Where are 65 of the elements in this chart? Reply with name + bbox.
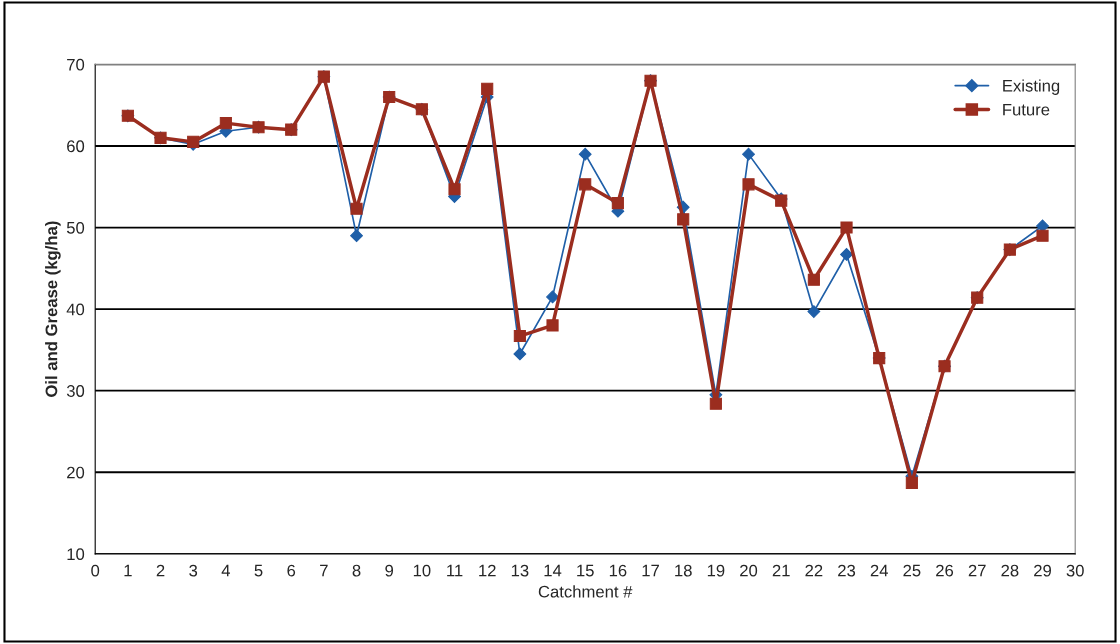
y-tick-label: 30: [66, 385, 85, 397]
y-tick-label: 10: [67, 548, 85, 561]
point: [709, 397, 722, 410]
point: [611, 197, 624, 210]
x-tick-label: 4: [221, 564, 231, 577]
x-tick-label: 1: [124, 564, 132, 577]
point: [807, 273, 820, 286]
x-tick-label: 25: [903, 564, 921, 577]
point: [840, 221, 853, 234]
y-tick-label: 60: [67, 140, 85, 153]
y-tick-label: 70: [67, 58, 85, 71]
legend-label: Existing: [1003, 79, 1060, 95]
point: [513, 347, 527, 361]
x-tick-label: 7: [320, 564, 328, 577]
x-tick-label: 0: [91, 564, 100, 577]
x-tick-label: 26: [936, 564, 954, 577]
x-tick-label: 29: [1034, 564, 1052, 577]
point: [807, 305, 821, 318]
point: [350, 229, 363, 243]
point: [579, 178, 592, 191]
point: [742, 178, 755, 191]
x-tick-label: 14: [544, 564, 562, 577]
point: [1036, 229, 1049, 242]
x-tick-label: 30: [1066, 564, 1084, 577]
point: [1036, 219, 1049, 233]
x-tick-label: 17: [642, 564, 659, 577]
x-tick-label: 21: [772, 564, 790, 577]
point: [905, 476, 918, 489]
point: [448, 183, 461, 196]
x-tick-label: 22: [805, 564, 823, 577]
x-tick-label: 11: [447, 564, 463, 577]
x-tick-label: 12: [479, 564, 496, 577]
x-tick-label: 24: [870, 564, 888, 577]
point: [219, 117, 232, 130]
x-tick-label: 23: [838, 564, 856, 577]
x-axis-title: Catchment #: [538, 585, 633, 598]
point: [513, 329, 526, 343]
y-tick-label: 20: [67, 466, 85, 479]
x-tick-label: 2: [156, 564, 165, 577]
x-tick-label: 10: [413, 564, 431, 577]
point: [578, 147, 592, 161]
point: [742, 147, 755, 161]
x-tick-label: 15: [577, 564, 594, 577]
x-tick-label: 20: [740, 564, 758, 577]
point: [481, 82, 494, 95]
point: [840, 248, 853, 261]
point: [546, 319, 559, 332]
legend-label: Future: [1003, 103, 1050, 116]
x-tick-label: 18: [675, 564, 692, 577]
x-tick-label: 28: [1001, 564, 1019, 577]
point: [677, 213, 690, 226]
x-tick-label: 9: [385, 564, 394, 577]
x-tick-label: 8: [352, 564, 361, 577]
x-tick-label: 16: [609, 564, 627, 577]
x-tick-label: 3: [189, 564, 198, 577]
x-tick-label: 13: [511, 564, 529, 577]
x-tick-label: 6: [287, 564, 296, 577]
y-tick-label: 50: [66, 221, 85, 234]
x-tick-label: 5: [254, 564, 263, 577]
x-tick-label: 19: [707, 564, 725, 577]
point: [546, 290, 559, 304]
y-axis-title: Oil and Grease (kg/ha): [45, 221, 61, 397]
y-tick-label: 40: [66, 303, 85, 316]
point: [350, 202, 363, 215]
x-tick-label: 27: [968, 564, 986, 577]
